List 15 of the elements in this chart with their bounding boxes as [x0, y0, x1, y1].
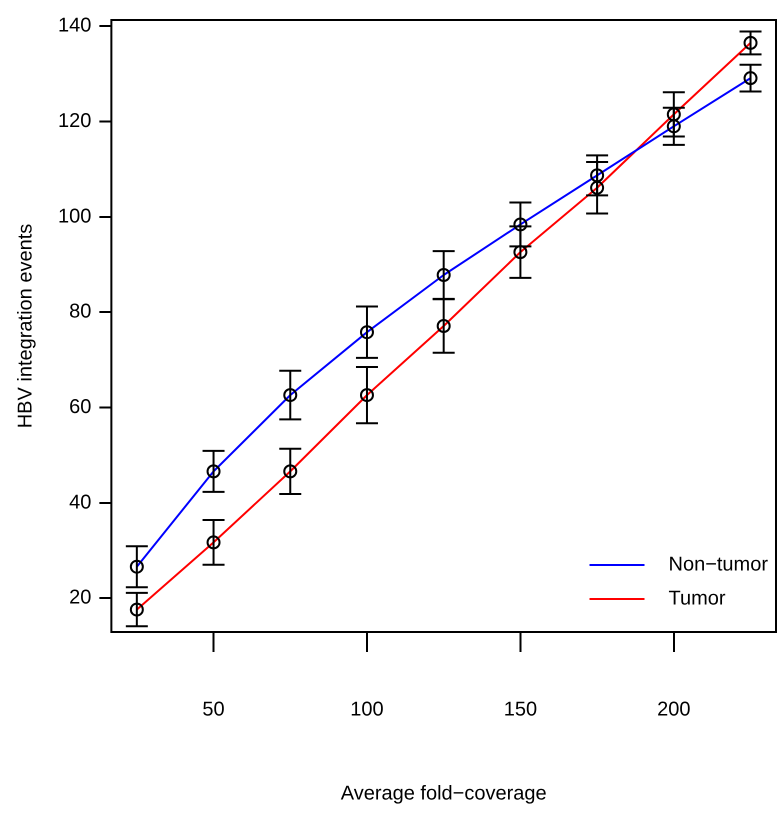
- x-axis-title: Average fold−coverage: [340, 782, 547, 805]
- y-axis-title: HBV integration events: [14, 224, 37, 428]
- y-tick-label: 80: [69, 300, 92, 323]
- y-tick-label: 40: [69, 491, 92, 514]
- x-tick-label: 100: [350, 698, 384, 721]
- y-tick-label: 20: [69, 586, 92, 609]
- y-tick-label: 100: [58, 205, 92, 228]
- y-tick-label: 60: [69, 396, 92, 418]
- legend-label: Tumor: [668, 588, 726, 610]
- legend-label: Non−tumor: [668, 554, 768, 576]
- x-tick-label: 200: [657, 698, 691, 721]
- x-tick-label: 50: [202, 698, 225, 721]
- x-tick-label: 150: [504, 698, 538, 721]
- y-tick-label: 120: [58, 110, 92, 132]
- y-tick-label: 140: [58, 14, 92, 37]
